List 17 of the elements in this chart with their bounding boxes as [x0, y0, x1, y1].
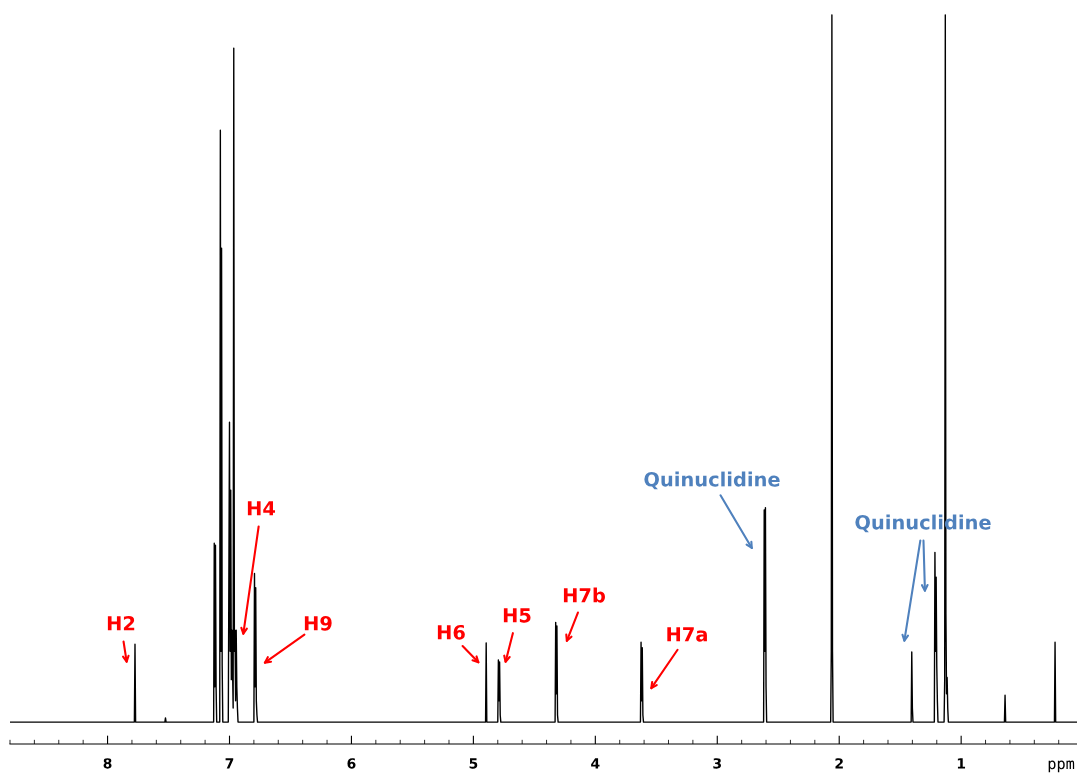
x-tick-label: 6 [347, 758, 356, 769]
annotation: H5 [503, 608, 531, 623]
x-tick-label: 1 [957, 758, 966, 769]
x-tick-label: 3 [713, 758, 721, 769]
x-tick-label: 7 [225, 758, 234, 769]
x-tick-label: 8 [103, 758, 112, 769]
annotation: Quinuclidine [644, 471, 780, 490]
annotation: H2 [107, 615, 135, 631]
annotation: H4 [247, 501, 276, 516]
annotation: H6 [437, 624, 465, 640]
x-tick-label: 5 [469, 758, 478, 769]
x-axis-title: ppm [1048, 760, 1075, 773]
annotation: H9 [304, 615, 332, 631]
x-tick-label: 2 [835, 758, 843, 769]
annotation: H7a [667, 627, 707, 642]
annotation: H7b [563, 587, 605, 603]
x-tick-label: 4 [591, 758, 600, 769]
